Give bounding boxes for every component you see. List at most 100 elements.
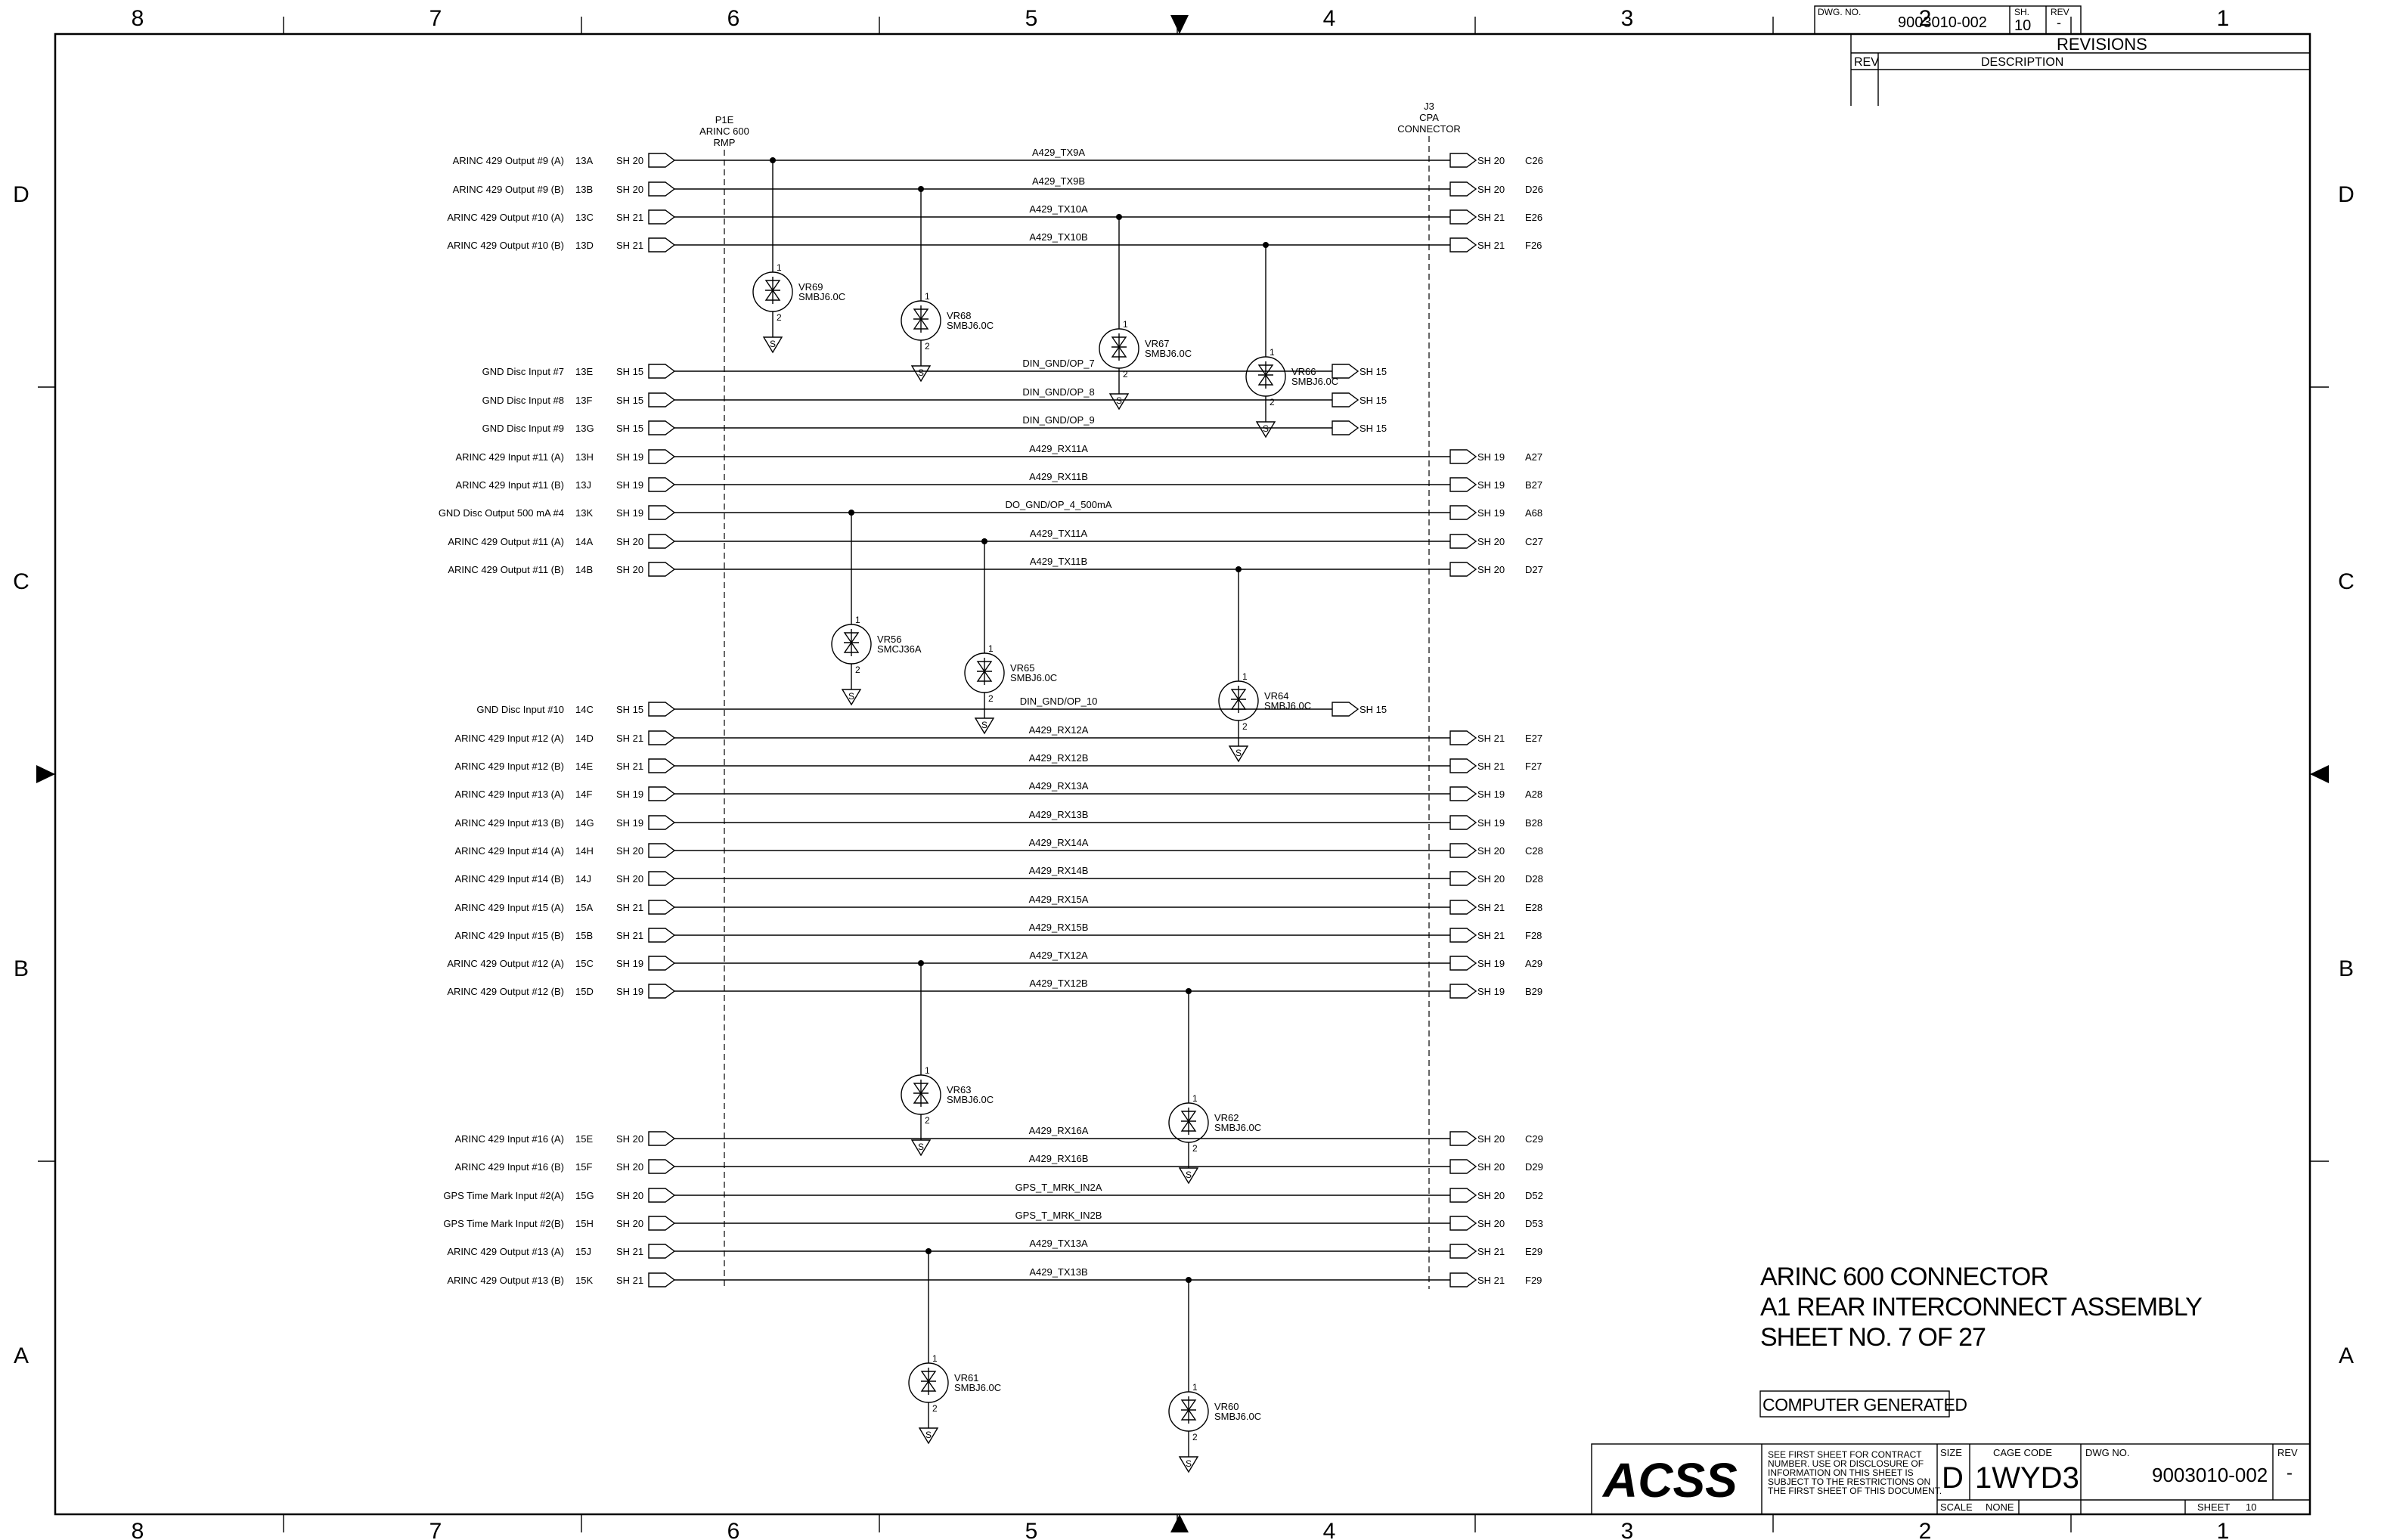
right-offpage-connector xyxy=(1449,984,1477,999)
diode-pin-1: 1 xyxy=(1270,347,1275,358)
right-sheet-ref: SH 20 xyxy=(1477,1218,1505,1229)
right-sheet-ref: SH 19 xyxy=(1477,451,1505,463)
diode-ref: VR67 xyxy=(1145,338,1170,349)
diode-part: SMBJ6.0C xyxy=(1291,376,1338,387)
right-sheet-ref: SH 19 xyxy=(1477,507,1505,519)
net-name: DIN_GND/OP_8 xyxy=(1022,386,1094,398)
left-offpage-connector xyxy=(648,1131,676,1146)
diode-part: SMBJ6.0C xyxy=(947,1094,994,1105)
right-sheet-ref: SH 15 xyxy=(1359,423,1387,434)
diode-ref: VR63 xyxy=(947,1084,972,1095)
right-offpage-connector xyxy=(1449,730,1477,745)
right-offpage-connector xyxy=(1449,477,1477,492)
pin-number: 14C xyxy=(575,704,594,715)
pin-number: 13A xyxy=(575,155,593,166)
ground-label: S xyxy=(848,691,854,702)
diode-ref: VR65 xyxy=(1010,662,1035,674)
net-name: A429_RX15B xyxy=(1029,922,1089,933)
left-sheet-ref: SH 21 xyxy=(616,1275,643,1286)
signal-label: GND Disc Input #7 xyxy=(482,366,564,377)
notice-line-5: THE FIRST SHEET OF THIS DOCUMENT. xyxy=(1768,1486,1942,1496)
signal-label: ARINC 429 Output #10 (B) xyxy=(447,240,564,251)
net-name: A429_RX11A xyxy=(1029,443,1088,454)
conn-left-desc: RMP xyxy=(714,137,736,148)
pin-number: 14E xyxy=(575,761,593,772)
net-name: A429_RX12A xyxy=(1029,724,1089,736)
left-sheet-ref: SH 19 xyxy=(616,986,643,997)
right-sheet-ref: SH 21 xyxy=(1477,733,1505,744)
scale-label: SCALE xyxy=(1940,1501,1973,1513)
net-name: A429_RX11B xyxy=(1029,471,1088,482)
left-offpage-connector xyxy=(648,815,676,830)
diode-pin-2: 2 xyxy=(925,341,930,352)
left-sheet-ref: SH 20 xyxy=(616,564,643,575)
right-offpage-connector xyxy=(1449,843,1477,858)
right-pin-number: D52 xyxy=(1525,1190,1543,1201)
diode-ref: VR56 xyxy=(877,634,902,645)
net-name: A429_RX14B xyxy=(1029,865,1089,876)
net-name: A429_TX11B xyxy=(1030,556,1087,567)
conn-left-name: P1E xyxy=(715,114,734,125)
right-offpage-connector xyxy=(1449,1272,1477,1287)
header-dwg-label: DWG. NO. xyxy=(1818,7,1861,17)
signal-row: ARINC 429 Input #12 (B) 14E SH 21 A429_RX12… xyxy=(454,752,1542,773)
pin-number: 15B xyxy=(575,930,593,941)
company-logo: ACSS xyxy=(1601,1453,1738,1507)
left-offpage-connector xyxy=(648,392,676,407)
left-sheet-ref: SH 20 xyxy=(616,184,643,195)
diode-pin-1: 1 xyxy=(932,1353,938,1364)
right-sheet-ref: SH 19 xyxy=(1477,479,1505,491)
left-sheet-ref: SH 20 xyxy=(616,1133,643,1145)
conn-right-name: J3 xyxy=(1424,101,1434,112)
right-pin-number: E27 xyxy=(1525,733,1542,744)
pin-number: 13K xyxy=(575,507,593,519)
title-line-1: ARINC 600 CONNECTOR xyxy=(1760,1263,2048,1291)
zone-labels: 8 8 7 7 6 6 5 5 4 4 3 3 2 2 1 1 D D C C B B A A xyxy=(13,6,2355,1540)
conn-right-type: CPA xyxy=(1419,112,1439,123)
left-sheet-ref: SH 20 xyxy=(616,845,643,857)
signal-label: ARINC 429 Input #11 (B) xyxy=(455,479,564,491)
left-offpage-connector xyxy=(648,928,676,943)
right-pin-number: E28 xyxy=(1525,902,1542,913)
zone-bottom-5: 5 xyxy=(1025,1519,1038,1540)
left-sheet-ref: SH 20 xyxy=(616,1161,643,1173)
net-name: A429_TX10B xyxy=(1029,231,1087,243)
signal-label: ARINC 429 Output #11 (A) xyxy=(448,536,564,547)
pin-number: 13B xyxy=(575,184,593,195)
ground-label: S xyxy=(1235,748,1242,758)
revisions-rev-col: REV xyxy=(1854,56,1879,69)
right-offpage-connector xyxy=(1449,1216,1477,1231)
pin-number: 15A xyxy=(575,902,593,913)
revisions-desc-col: DESCRIPTION xyxy=(1981,56,2063,69)
diode-pin-1: 1 xyxy=(1192,1382,1198,1393)
left-offpage-connector xyxy=(648,181,676,197)
left-offpage-connector xyxy=(648,562,676,577)
pin-number: 15J xyxy=(575,1246,591,1257)
cage-value: 1WYD3 xyxy=(1975,1461,2079,1495)
zone-right-B: B xyxy=(2339,956,2354,981)
header-dwg-no: 9003010-002 xyxy=(1898,14,1987,31)
right-pin-number: D27 xyxy=(1525,564,1543,575)
signal-row: ARINC 429 Input #13 (A) 14F SH 19 A429_RX13… xyxy=(454,780,1542,801)
notice-line-2: NUMBER. USE OR DISCLOSURE OF xyxy=(1768,1458,1924,1469)
net-name: DIN_GND/OP_7 xyxy=(1022,358,1094,369)
net-name: A429_RX16B xyxy=(1029,1153,1089,1164)
net-name: A429_TX9A xyxy=(1032,147,1085,158)
net-name: A429_RX13A xyxy=(1029,780,1089,792)
revisions-block: REVISIONS REV DESCRIPTION xyxy=(1850,34,2310,106)
zone-left-A: A xyxy=(14,1343,29,1368)
pin-number: 13C xyxy=(575,212,594,223)
signal-label: ARINC 429 Output #10 (A) xyxy=(447,212,564,223)
diode-ref: VR64 xyxy=(1264,690,1289,702)
zone-bottom-6: 6 xyxy=(727,1519,740,1540)
diode-part: SMBJ6.0C xyxy=(947,320,994,331)
left-offpage-connector xyxy=(648,364,676,379)
right-offpage-connector xyxy=(1449,956,1477,971)
left-offpage-connector xyxy=(648,843,676,858)
right-sheet-ref: SH 21 xyxy=(1477,761,1505,772)
